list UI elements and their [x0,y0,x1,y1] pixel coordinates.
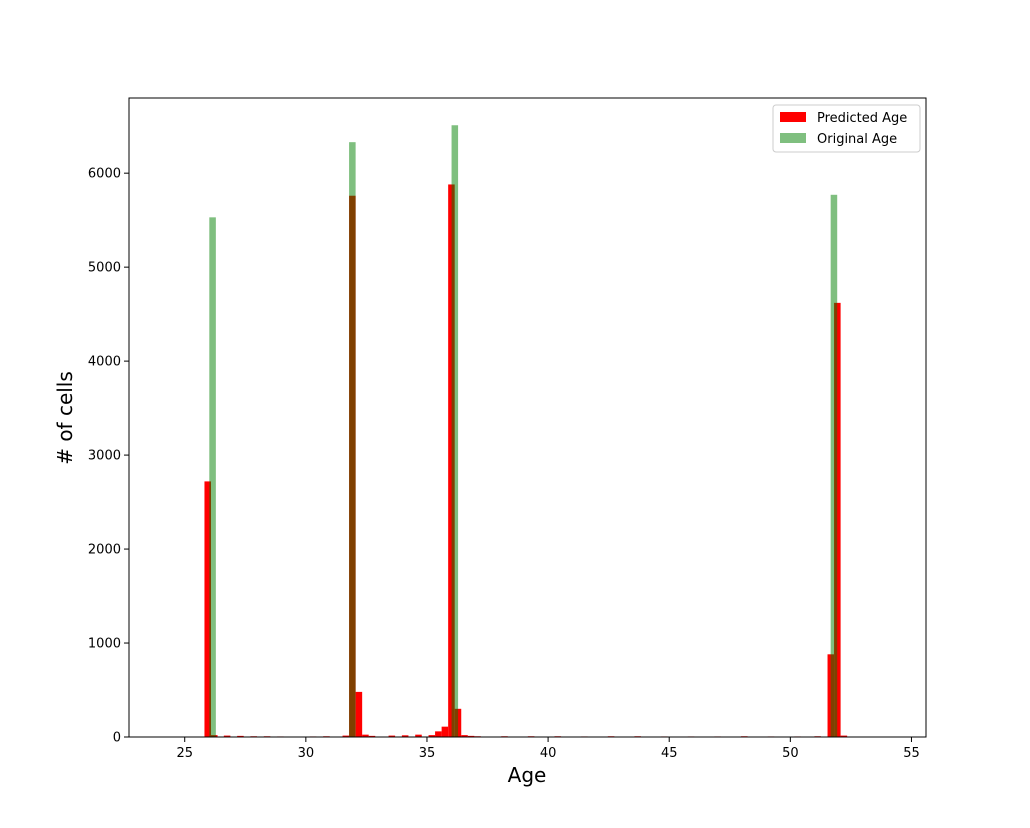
y-tick-label: 0 [113,731,121,746]
x-axis-ticks: 25 30 35 40 45 50 55 [176,737,920,761]
predicted-age-bar [435,731,442,737]
y-axis-ticks: 0 1000 2000 3000 4000 5000 6000 [88,167,129,746]
y-tick-label: 2000 [88,543,121,558]
y-tick-label: 3000 [88,449,121,464]
original-age-bar [349,142,356,738]
predicted-age-bar [223,735,231,737]
predicted-age-bar [428,735,436,737]
predicted-age-bar [355,691,363,737]
y-tick-label: 1000 [88,637,121,652]
x-tick-label: 50 [782,746,799,761]
predicted-age-bar [368,735,376,737]
predicted-age-bar [467,735,475,737]
x-tick-label: 30 [298,746,315,761]
predicted-age-bar [415,734,422,737]
predicted-age-bar [461,735,468,737]
original-age-bars [209,125,838,738]
y-tick-label: 6000 [88,167,121,182]
x-tick-label: 35 [419,746,436,761]
predicted-age-bar [840,735,848,737]
x-tick-label: 55 [903,746,920,761]
predicted-age-bar [448,184,455,737]
predicted-age-bar [401,735,409,737]
legend-box [772,104,921,153]
predicted-age-bar [204,481,211,737]
plot-frame [128,97,927,738]
x-axis-title: Age [508,763,547,787]
legend-label-predicted: Predicted Age [817,111,907,126]
predicted-age-bar [362,734,369,737]
x-tick-label: 40 [540,746,557,761]
y-axis-title: # of cells [53,371,77,465]
predicted-age-bar [441,726,449,737]
predicted-age-bar [834,302,841,737]
predicted-age-bar [237,735,244,737]
predicted-age-bar [342,735,350,737]
legend-swatch-predicted [780,112,806,122]
y-tick-label: 5000 [88,261,121,276]
legend-label-original: Original Age [817,132,897,147]
predicted-age-bar [388,735,396,737]
legend-swatch-original [780,133,806,143]
y-tick-label: 4000 [88,355,121,370]
original-age-bar [830,194,838,738]
original-age-bar [209,217,216,738]
original-age-bar [451,125,459,737]
legend: Predicted Age Original Age [772,104,921,153]
x-tick-label: 25 [176,746,193,761]
x-tick-label: 45 [661,746,678,761]
